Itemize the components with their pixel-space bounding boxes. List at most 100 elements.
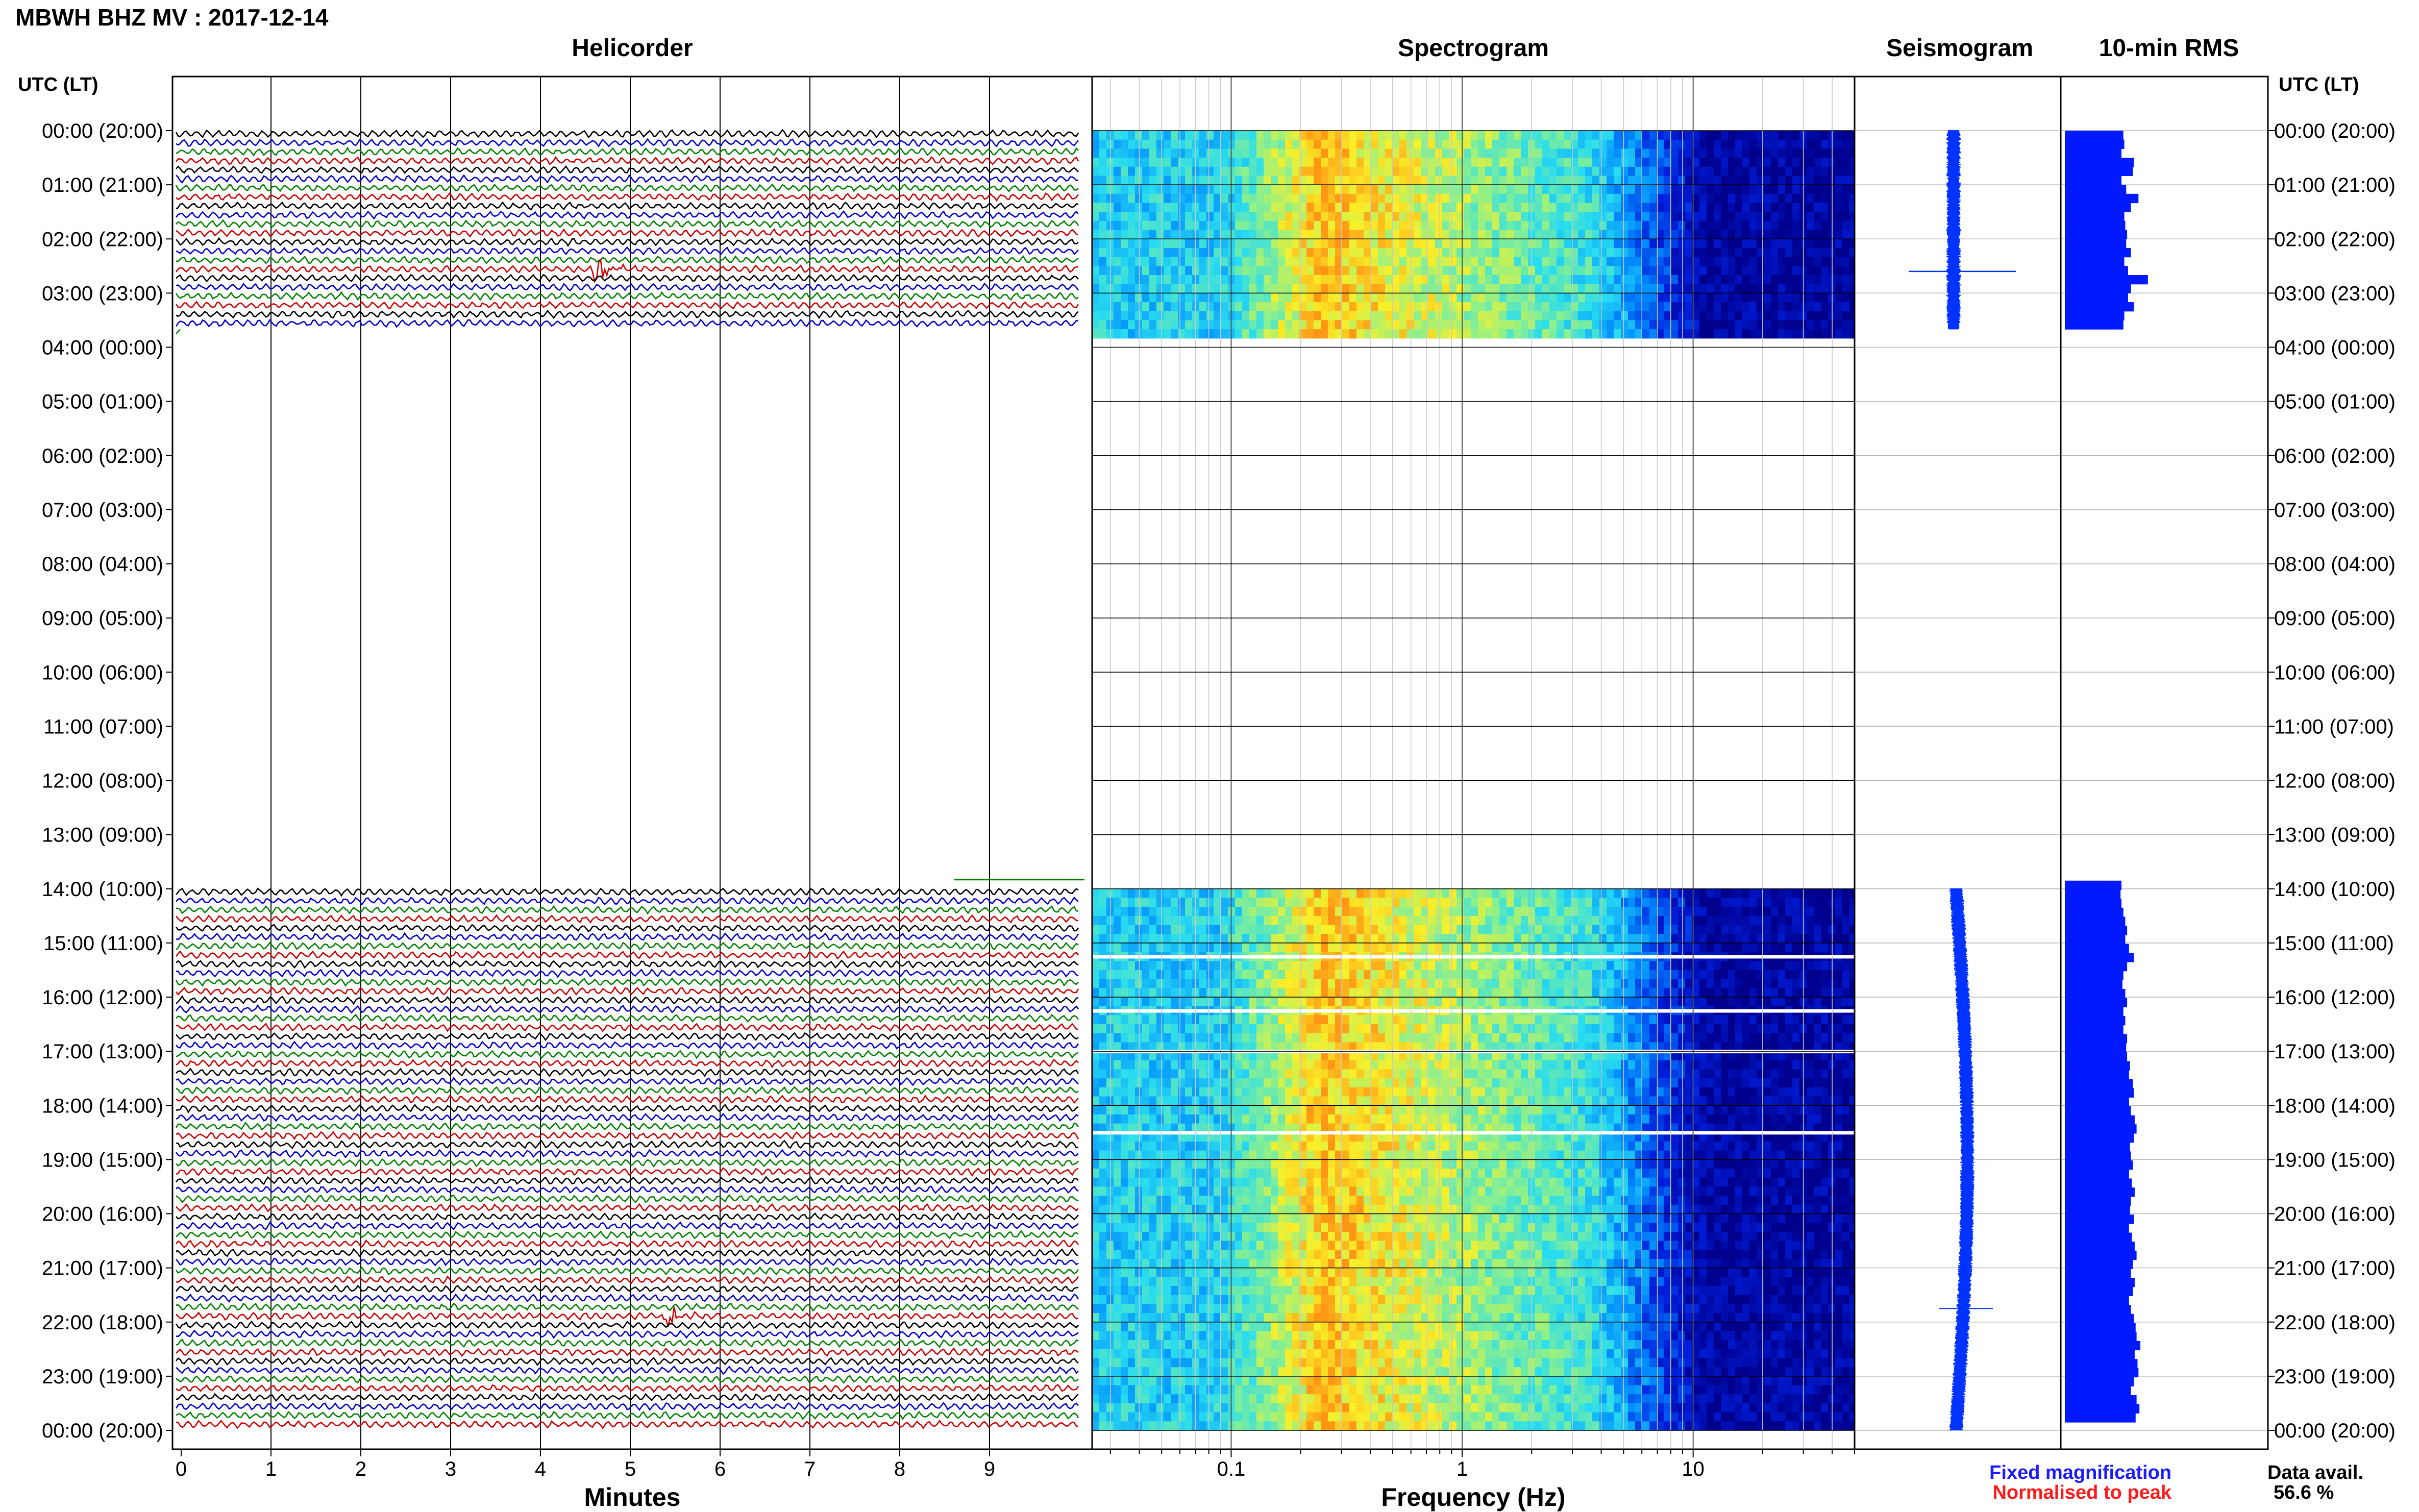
- rms-bar: [2065, 1259, 2133, 1269]
- rms-bar: [2065, 275, 2148, 285]
- time-tick-label: 04:00 (00:00): [2274, 337, 2396, 359]
- time-tick-label: 07:00 (03:00): [42, 499, 163, 522]
- helicorder-trace-row: [176, 1049, 1079, 1059]
- helicorder-trace-row: [176, 1329, 1079, 1339]
- helicorder-trace-row: [176, 887, 1079, 897]
- rms-bar: [2065, 1070, 2129, 1080]
- rms-bar: [2065, 257, 2125, 266]
- spectrogram-gap: [1092, 1009, 1855, 1013]
- helicorder-trace-row: [176, 969, 1079, 978]
- time-axis-label-left: UTC (LT): [18, 74, 98, 95]
- rms-bar: [2065, 1034, 2128, 1044]
- helicorder-trace-row: [176, 246, 1079, 256]
- helicorder-trace-row: [175, 1149, 1079, 1159]
- helicorder-trace-row: [176, 1158, 1079, 1168]
- rms-bar: [2065, 1178, 2132, 1188]
- spectrogram-row: [1092, 320, 1855, 330]
- spectrogram-row: [1092, 329, 1855, 339]
- rms-bar: [2065, 1413, 2136, 1423]
- helicorder-trace-row: [176, 1112, 1079, 1123]
- rms-bar: [2065, 1187, 2135, 1197]
- helicorder-trace-row: [175, 1284, 1079, 1294]
- spectrogram-row: [1092, 925, 1855, 934]
- spectrogram-row: [1092, 148, 1855, 158]
- rms-bar: [2065, 1305, 2131, 1315]
- spectrogram-row: [1092, 1060, 1855, 1070]
- rms-bar: [2065, 1250, 2137, 1260]
- spectrogram-row: [1092, 139, 1855, 149]
- minute-tick-label: 6: [714, 1458, 726, 1480]
- spectrogram-row: [1092, 988, 1855, 998]
- spectrogram-gap: [1092, 1131, 1855, 1135]
- helicorder-trace-row: [176, 1375, 1079, 1384]
- time-tick-label: 00:00 (20:00): [42, 120, 163, 142]
- helicorder-trace-row: [175, 914, 1079, 924]
- data-availability-value: 56.6 %: [2274, 1482, 2334, 1503]
- helicorder-trace-row: [176, 1211, 1079, 1222]
- helicorder-trace-row: [176, 1347, 1079, 1357]
- helicorder-trace-row: [175, 1402, 1079, 1411]
- time-tick-label: 02:00 (22:00): [42, 228, 163, 251]
- time-tick-label: 21:00 (17:00): [2274, 1257, 2396, 1280]
- spectrogram-row: [1092, 1394, 1855, 1404]
- helicorder-trace-row: [176, 282, 1079, 292]
- rms-bar: [2065, 1232, 2132, 1242]
- rms-bar: [2065, 1160, 2133, 1170]
- spectrogram-row: [1092, 131, 1855, 140]
- spectrogram-row: [1092, 934, 1855, 944]
- time-tick-label: 08:00 (04:00): [42, 553, 163, 576]
- time-tick-label: 07:00 (03:00): [2274, 499, 2396, 522]
- rms-bar: [2065, 926, 2128, 935]
- rms-bar: [2065, 176, 2121, 185]
- spectrogram-row: [1092, 1385, 1855, 1395]
- spectrogram-row: [1092, 247, 1855, 258]
- spectrogram-row: [1092, 1033, 1855, 1043]
- time-tick-label: 12:00 (08:00): [42, 770, 163, 792]
- rms-bar: [2065, 916, 2126, 926]
- minute-tick-label: 8: [894, 1458, 905, 1480]
- time-tick-label: 23:00 (19:00): [2274, 1366, 2396, 1388]
- spectrogram-row: [1092, 1412, 1855, 1422]
- rms-title: 10-min RMS: [2099, 35, 2239, 62]
- helicorder-trace-row: [176, 329, 181, 335]
- time-tick-label: 04:00 (00:00): [42, 337, 163, 359]
- time-tick-label: 09:00 (05:00): [2274, 607, 2396, 630]
- spectrogram-row: [1092, 1376, 1855, 1386]
- time-tick-label: 03:00 (23:00): [42, 282, 163, 305]
- time-tick-label: 06:00 (02:00): [2274, 445, 2396, 467]
- rms-bar: [2065, 1368, 2139, 1378]
- helicorder-trace-row: [176, 1103, 1079, 1114]
- rms-bar: [2065, 302, 2134, 312]
- figure-title: MBWH BHZ MV : 2017-12-14: [15, 4, 329, 31]
- spectrogram-grid: [1110, 77, 1855, 1449]
- helicorder-trace-row: [175, 1238, 1079, 1249]
- spectrogram-row: [1092, 979, 1855, 988]
- rms-bar: [2065, 185, 2127, 194]
- helicorder-trace-row: [176, 1302, 1079, 1312]
- helicorder-trace-row: [176, 941, 1079, 951]
- time-tick-label: 19:00 (15:00): [2274, 1149, 2396, 1171]
- helicorder-trace-row: [176, 1194, 1079, 1204]
- helicorder-trace-row: [176, 201, 1079, 211]
- rms-bar: [2065, 247, 2131, 258]
- rms-bar: [2065, 1286, 2133, 1296]
- spectrogram-row: [1092, 970, 1855, 980]
- helicorder-trace-row: [175, 924, 1079, 933]
- spectrogram-image: [1092, 131, 1855, 1431]
- time-tick-label: 19:00 (15:00): [42, 1149, 163, 1171]
- helicorder-trace-row: [175, 300, 1079, 310]
- minute-tick-label: 0: [176, 1458, 187, 1480]
- spectrogram-row: [1092, 1196, 1855, 1205]
- helicorder-trace-row: [175, 258, 1078, 283]
- spectrogram-row: [1092, 997, 1855, 1007]
- time-tick-label: 10:00 (06:00): [42, 661, 163, 684]
- time-tick-label: 20:00 (16:00): [42, 1203, 163, 1226]
- rms-bar: [2065, 907, 2124, 918]
- time-tick-label: 13:00 (09:00): [2274, 824, 2396, 847]
- helicorder-trace-row: [176, 1058, 1079, 1069]
- spectrogram-row: [1092, 193, 1855, 204]
- time-tick-label: 01:00 (21:00): [42, 174, 163, 196]
- helicorder-trace-row: [176, 1221, 1079, 1231]
- helicorder-trace-row: [175, 1122, 1079, 1131]
